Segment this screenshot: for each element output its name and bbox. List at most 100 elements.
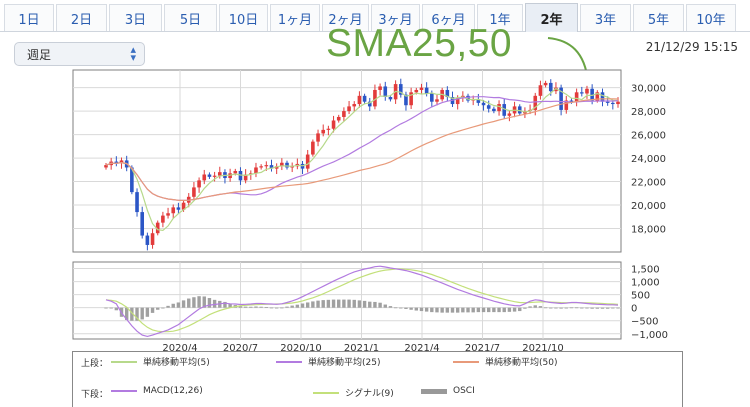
osci-bar (176, 302, 181, 308)
tab-4[interactable]: 10日 (219, 4, 268, 31)
osci-bar (280, 307, 284, 309)
osci-bar (362, 300, 367, 308)
candle-body (114, 161, 119, 164)
osci-bar (543, 307, 548, 309)
candle-body (507, 113, 512, 116)
candle-body (311, 141, 315, 155)
tab-7[interactable]: 3ヶ月 (371, 4, 420, 31)
sma-annotation: SMA25,50 (326, 22, 513, 65)
tab-13[interactable]: 10年 (686, 4, 736, 31)
osci-bar (424, 307, 429, 312)
osci-bar (311, 301, 315, 308)
candle-body (497, 104, 501, 112)
candle-body (564, 100, 569, 110)
tab-12[interactable]: 5年 (633, 4, 684, 31)
osci-bar (564, 307, 568, 309)
tab-10[interactable]: 2年 (525, 3, 578, 32)
osci-bar (207, 298, 212, 308)
osci-bar (368, 301, 372, 308)
osci-bar (533, 305, 537, 308)
osci-bar (430, 307, 434, 313)
candle-body (243, 174, 248, 181)
price-plot-frame (72, 69, 622, 253)
candle-body (466, 95, 470, 101)
tab-0[interactable]: 1日 (4, 4, 54, 31)
tab-11[interactable]: 3年 (580, 4, 631, 31)
legend-signal-label: シグナル(9) (345, 389, 394, 399)
osci-bar (254, 306, 258, 308)
osci-bar (104, 307, 108, 309)
osci-bar (187, 298, 191, 308)
price-ytick-label: 18,000 (631, 225, 666, 236)
candle-body (259, 166, 263, 168)
osci-bar (274, 307, 279, 309)
osci-bar (481, 307, 486, 313)
candle-body (119, 160, 124, 164)
candle-body (569, 100, 574, 102)
macd-line (105, 265, 619, 338)
candle-body (419, 87, 424, 90)
legend-signal-swatch (313, 391, 339, 394)
osci-bar (502, 307, 506, 313)
candle-body (140, 212, 145, 236)
osci-bar (316, 300, 320, 308)
osci-bar (130, 307, 134, 321)
legend-signal: シグナル(9) (313, 386, 394, 399)
last-updated: 21/12/29 15:15 (645, 40, 738, 54)
tab-6[interactable]: 2ヶ月 (322, 4, 369, 31)
osci-bar (574, 307, 579, 309)
candle-body (326, 128, 331, 130)
candle-body (517, 106, 522, 114)
candle-body (430, 93, 434, 102)
legend-sma5: 単純移動平均(5) (111, 355, 210, 368)
osci-bar (404, 307, 408, 309)
osci-bar (399, 307, 403, 309)
price-ytick-label: 24,000 (631, 154, 666, 165)
osci-bar (378, 302, 382, 308)
candle-body (600, 92, 605, 102)
osci-bar (326, 299, 331, 308)
candle-body (378, 86, 382, 90)
candle-body (176, 207, 181, 210)
tab-5[interactable]: 1ヶ月 (270, 4, 320, 31)
candle-body (357, 95, 362, 105)
legend: 上段： 下段： 単純移動平均(5) 単純移動平均(25) 単純移動平均(50) … (72, 351, 683, 407)
osci-bar (161, 307, 165, 309)
osci-bar (518, 307, 522, 312)
legend-upper-label: 上段： (81, 359, 109, 369)
macd-ytick-label: −500 (631, 317, 658, 328)
osci-bar (202, 296, 206, 308)
candle-body (212, 175, 217, 177)
osci-bar (145, 307, 150, 317)
osci-bar (445, 307, 450, 313)
candle-body (554, 87, 558, 92)
candle-body (192, 187, 196, 197)
candle-body (409, 92, 413, 106)
xtick-label: 2021/1 (344, 343, 379, 354)
period-select[interactable]: 週足 ▴ ▾ (14, 42, 145, 66)
osci-bar (171, 303, 175, 308)
tab-1[interactable]: 2日 (56, 4, 107, 31)
tab-2[interactable]: 3日 (109, 4, 162, 31)
tab-3[interactable]: 5日 (164, 4, 217, 31)
osci-bar (580, 307, 584, 309)
tab-9[interactable]: 1年 (477, 4, 523, 31)
osci-bar (223, 301, 227, 308)
period-tabs: 1日 2日 3日 5日 10日 1ヶ月 2ヶ月 3ヶ月 6ヶ月 1年 2年 3年 5年 10年 (0, 0, 750, 32)
xtick-label: 2021/7 (465, 343, 500, 354)
osci-bar (393, 307, 398, 309)
price-ytick-label: 22,000 (631, 178, 666, 189)
osci-bar (605, 307, 610, 309)
legend-sma25-swatch (276, 360, 302, 363)
candle-body (274, 166, 279, 169)
osci-bar (595, 307, 600, 309)
candle-body (285, 162, 289, 168)
osci-bar (352, 299, 356, 308)
candle-body (264, 165, 269, 167)
tab-8[interactable]: 6ヶ月 (422, 4, 475, 31)
osci-bar (269, 307, 274, 309)
osci-bar (487, 307, 491, 313)
candle-body (347, 106, 351, 112)
legend-sma50-swatch (453, 360, 479, 363)
